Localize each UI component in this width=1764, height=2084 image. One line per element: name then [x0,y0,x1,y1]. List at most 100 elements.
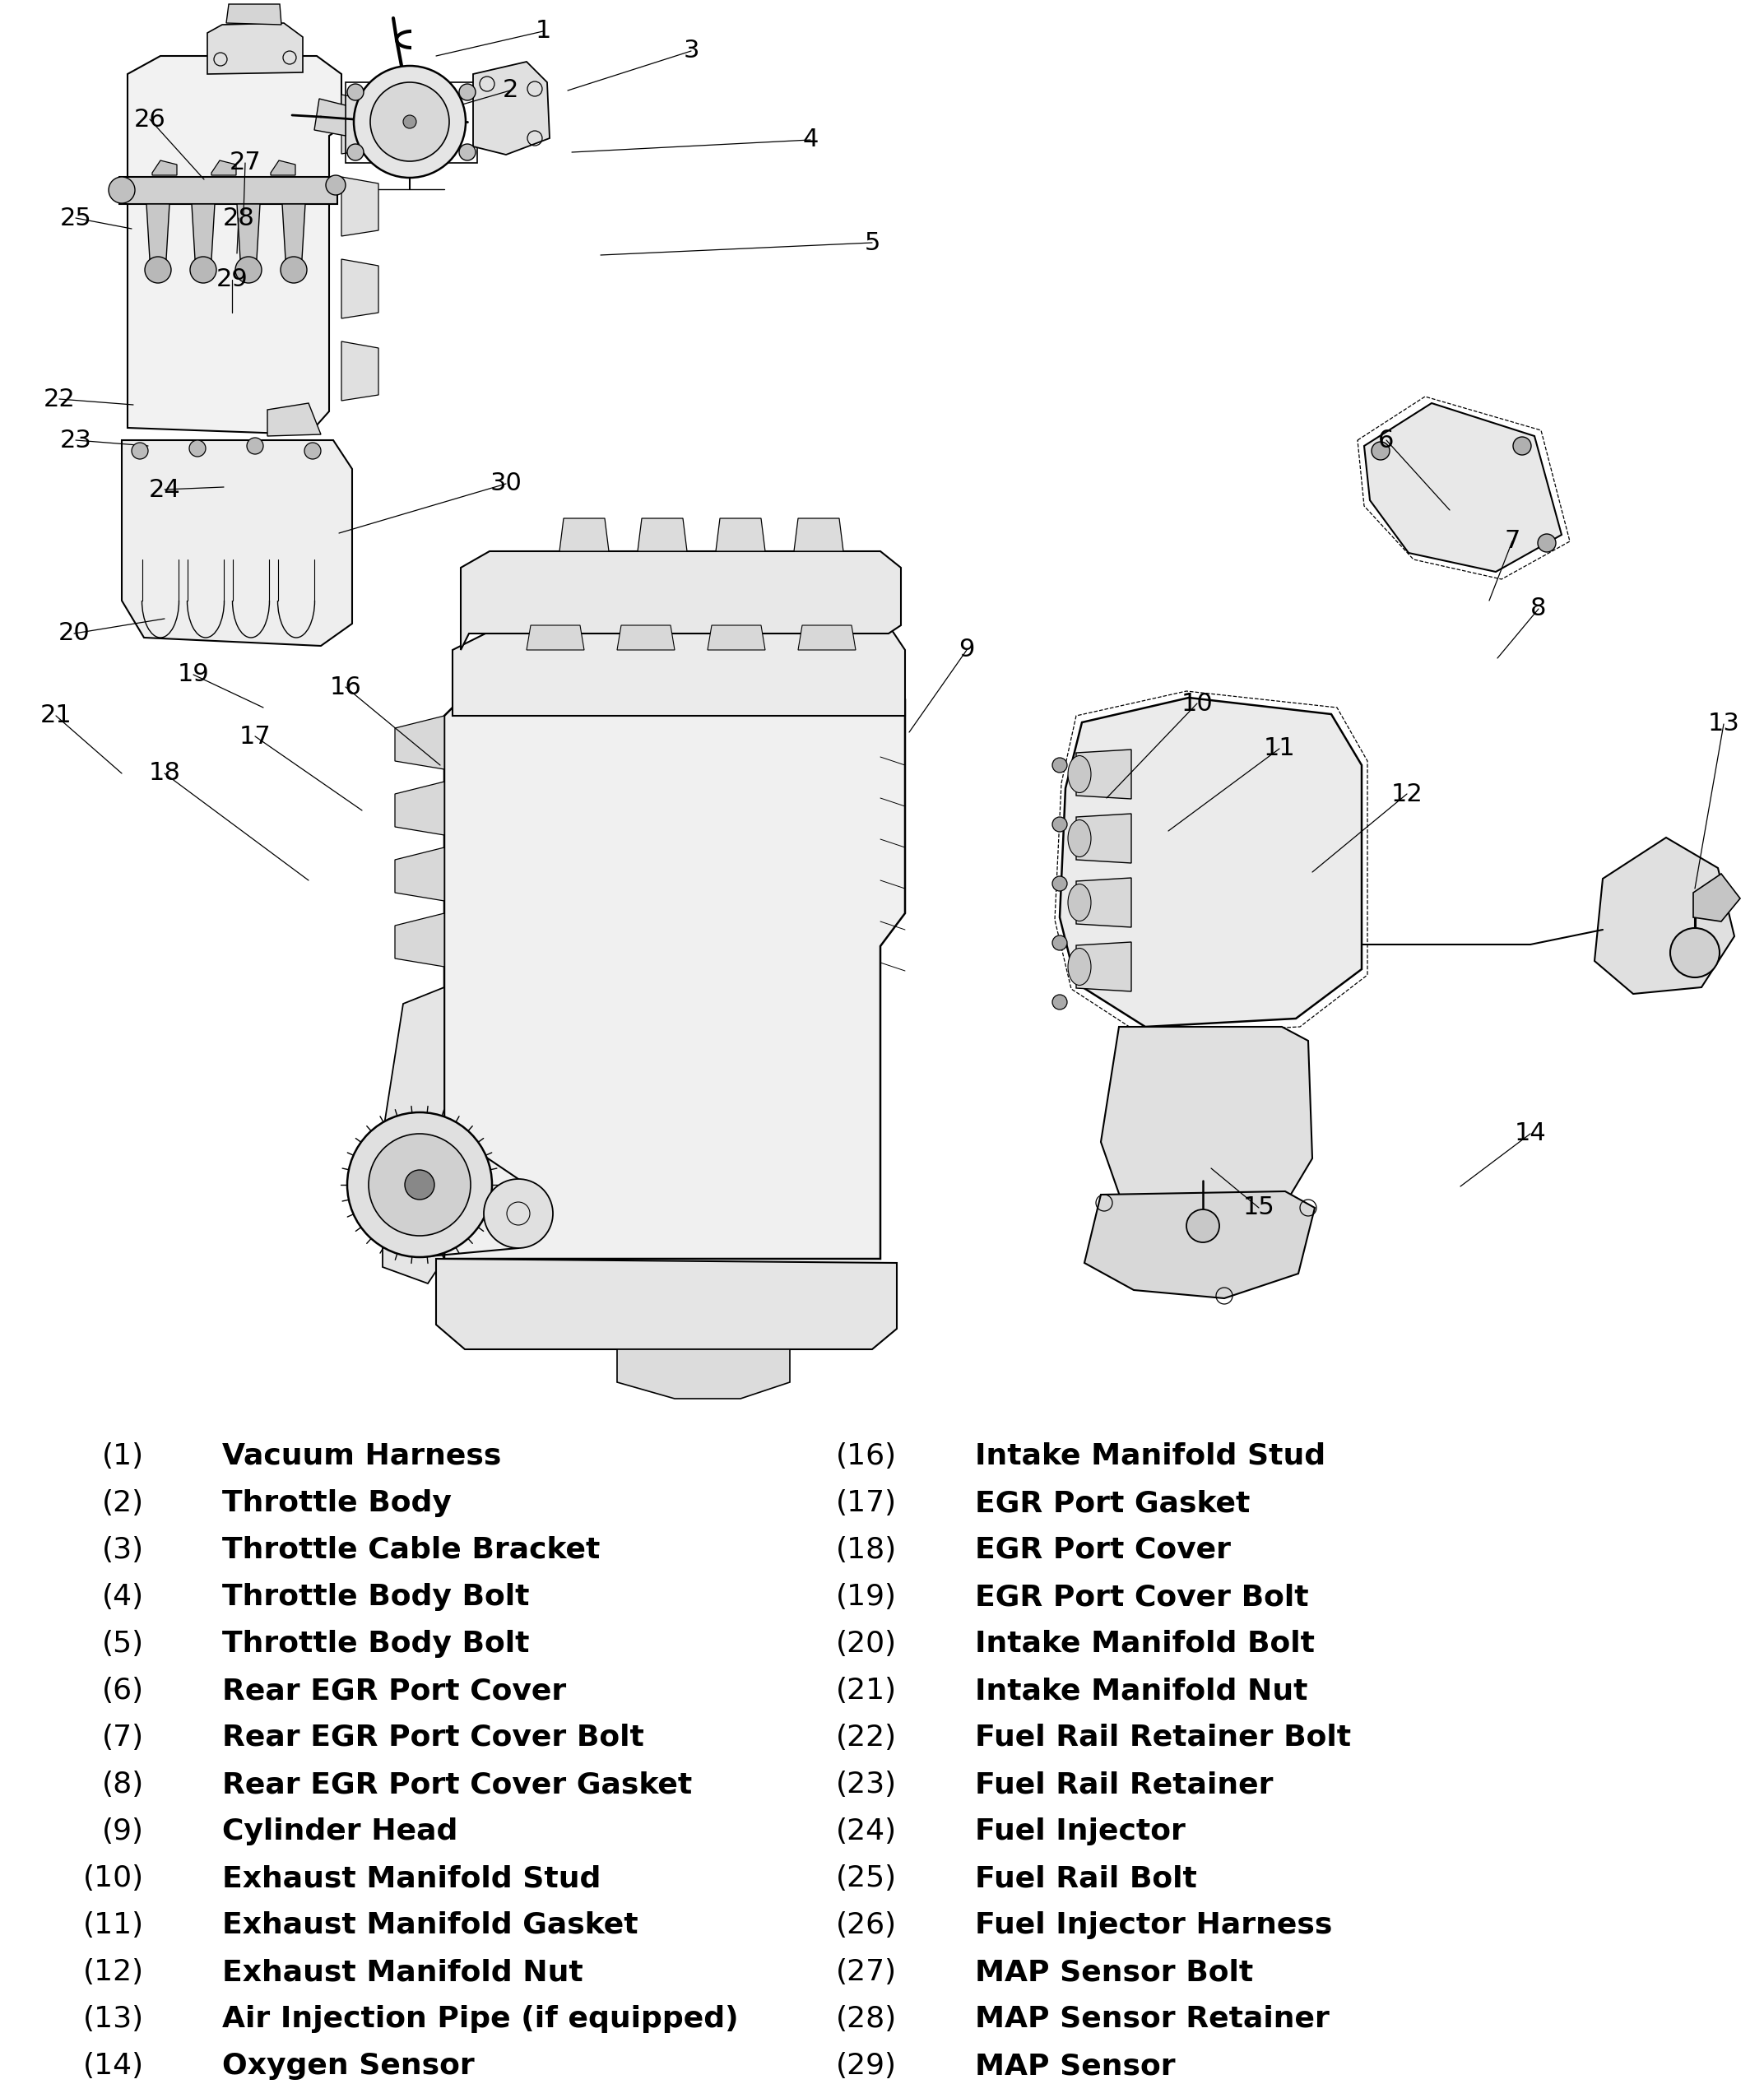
Polygon shape [460,552,901,650]
Text: (20): (20) [836,1630,896,1657]
Text: Fuel Rail Retainer Bolt: Fuel Rail Retainer Bolt [975,1723,1351,1753]
Text: (29): (29) [836,2053,896,2080]
Text: 9: 9 [960,638,975,663]
Text: (8): (8) [102,1771,145,1798]
Ellipse shape [1067,884,1090,921]
Text: Exhaust Manifold Stud: Exhaust Manifold Stud [222,1865,602,1892]
Text: 13: 13 [1708,713,1739,736]
Text: 25: 25 [60,206,92,229]
Text: Throttle Body Bolt: Throttle Body Bolt [222,1584,529,1611]
Circle shape [326,175,346,196]
Text: 19: 19 [178,663,210,686]
Circle shape [109,177,134,204]
Text: (22): (22) [836,1723,896,1753]
Polygon shape [1085,1192,1314,1298]
Text: Rear EGR Port Cover Gasket: Rear EGR Port Cover Gasket [222,1771,691,1798]
Polygon shape [342,94,379,154]
Polygon shape [473,63,550,154]
Polygon shape [395,913,445,967]
Polygon shape [212,160,236,175]
Circle shape [1187,1209,1219,1242]
Text: 15: 15 [1244,1196,1275,1219]
Circle shape [1053,994,1067,1009]
Text: Intake Manifold Bolt: Intake Manifold Bolt [975,1630,1314,1657]
Circle shape [404,115,416,129]
Circle shape [348,1113,492,1257]
Text: Exhaust Manifold Gasket: Exhaust Manifold Gasket [222,1911,639,1940]
Text: 21: 21 [41,704,72,727]
Text: 4: 4 [803,127,818,152]
Polygon shape [120,177,337,204]
Text: 6: 6 [1378,427,1394,452]
Circle shape [145,256,171,283]
Text: 3: 3 [683,40,699,63]
Polygon shape [617,1348,790,1398]
Circle shape [1053,817,1067,832]
Text: Throttle Body: Throttle Body [222,1490,452,1517]
Polygon shape [127,56,342,433]
Circle shape [191,256,217,283]
Text: (19): (19) [836,1584,896,1611]
Text: 10: 10 [1182,692,1214,715]
Circle shape [459,144,476,160]
Polygon shape [1693,873,1739,921]
Text: 16: 16 [330,675,362,698]
Polygon shape [794,519,843,552]
Text: MAP Sensor Retainer: MAP Sensor Retainer [975,2005,1330,2034]
Text: (4): (4) [102,1584,145,1611]
Text: 29: 29 [215,269,249,292]
Text: 30: 30 [490,471,522,496]
Text: (10): (10) [83,1865,145,1892]
Text: (21): (21) [836,1678,896,1705]
Polygon shape [122,440,353,646]
Text: EGR Port Gasket: EGR Port Gasket [975,1490,1251,1517]
Circle shape [404,1169,434,1200]
Polygon shape [707,625,766,650]
Text: (26): (26) [836,1911,896,1940]
Circle shape [189,440,206,456]
Circle shape [1053,936,1067,950]
Text: MAP Sensor Bolt: MAP Sensor Bolt [975,1959,1252,1986]
Text: (17): (17) [836,1490,896,1517]
Text: EGR Port Cover: EGR Port Cover [975,1536,1231,1563]
Ellipse shape [1067,756,1090,792]
Polygon shape [268,402,321,436]
Text: (6): (6) [102,1678,145,1705]
Circle shape [235,256,261,283]
Polygon shape [152,160,176,175]
Circle shape [459,83,476,100]
Text: (18): (18) [836,1536,896,1563]
Polygon shape [282,204,305,258]
Text: Vacuum Harness: Vacuum Harness [222,1442,501,1469]
Text: Rear EGR Port Cover Bolt: Rear EGR Port Cover Bolt [222,1723,644,1753]
Text: 18: 18 [148,761,180,786]
Polygon shape [1101,1027,1312,1232]
Text: (23): (23) [836,1771,896,1798]
Text: (27): (27) [836,1959,896,1986]
Text: 20: 20 [58,621,90,646]
Polygon shape [453,625,905,715]
Text: (2): (2) [102,1490,145,1517]
Polygon shape [527,625,584,650]
Circle shape [1514,438,1531,454]
Polygon shape [395,782,445,836]
Text: (12): (12) [83,1959,145,1986]
Text: 28: 28 [222,206,254,229]
Text: (5): (5) [102,1630,145,1657]
Text: 2: 2 [503,79,519,102]
Circle shape [1053,875,1067,892]
Text: Fuel Injector Harness: Fuel Injector Harness [975,1911,1332,1940]
Polygon shape [1076,877,1131,927]
Text: (25): (25) [836,1865,896,1892]
Circle shape [1053,759,1067,773]
Polygon shape [342,177,379,235]
Polygon shape [1595,838,1734,994]
Text: 26: 26 [134,108,166,131]
Circle shape [355,67,466,177]
Text: 8: 8 [1531,596,1547,621]
Circle shape [348,144,363,160]
Text: Throttle Body Bolt: Throttle Body Bolt [222,1630,529,1657]
Text: Fuel Injector: Fuel Injector [975,1817,1185,1846]
Text: (11): (11) [83,1911,145,1940]
Text: (14): (14) [83,2053,145,2080]
